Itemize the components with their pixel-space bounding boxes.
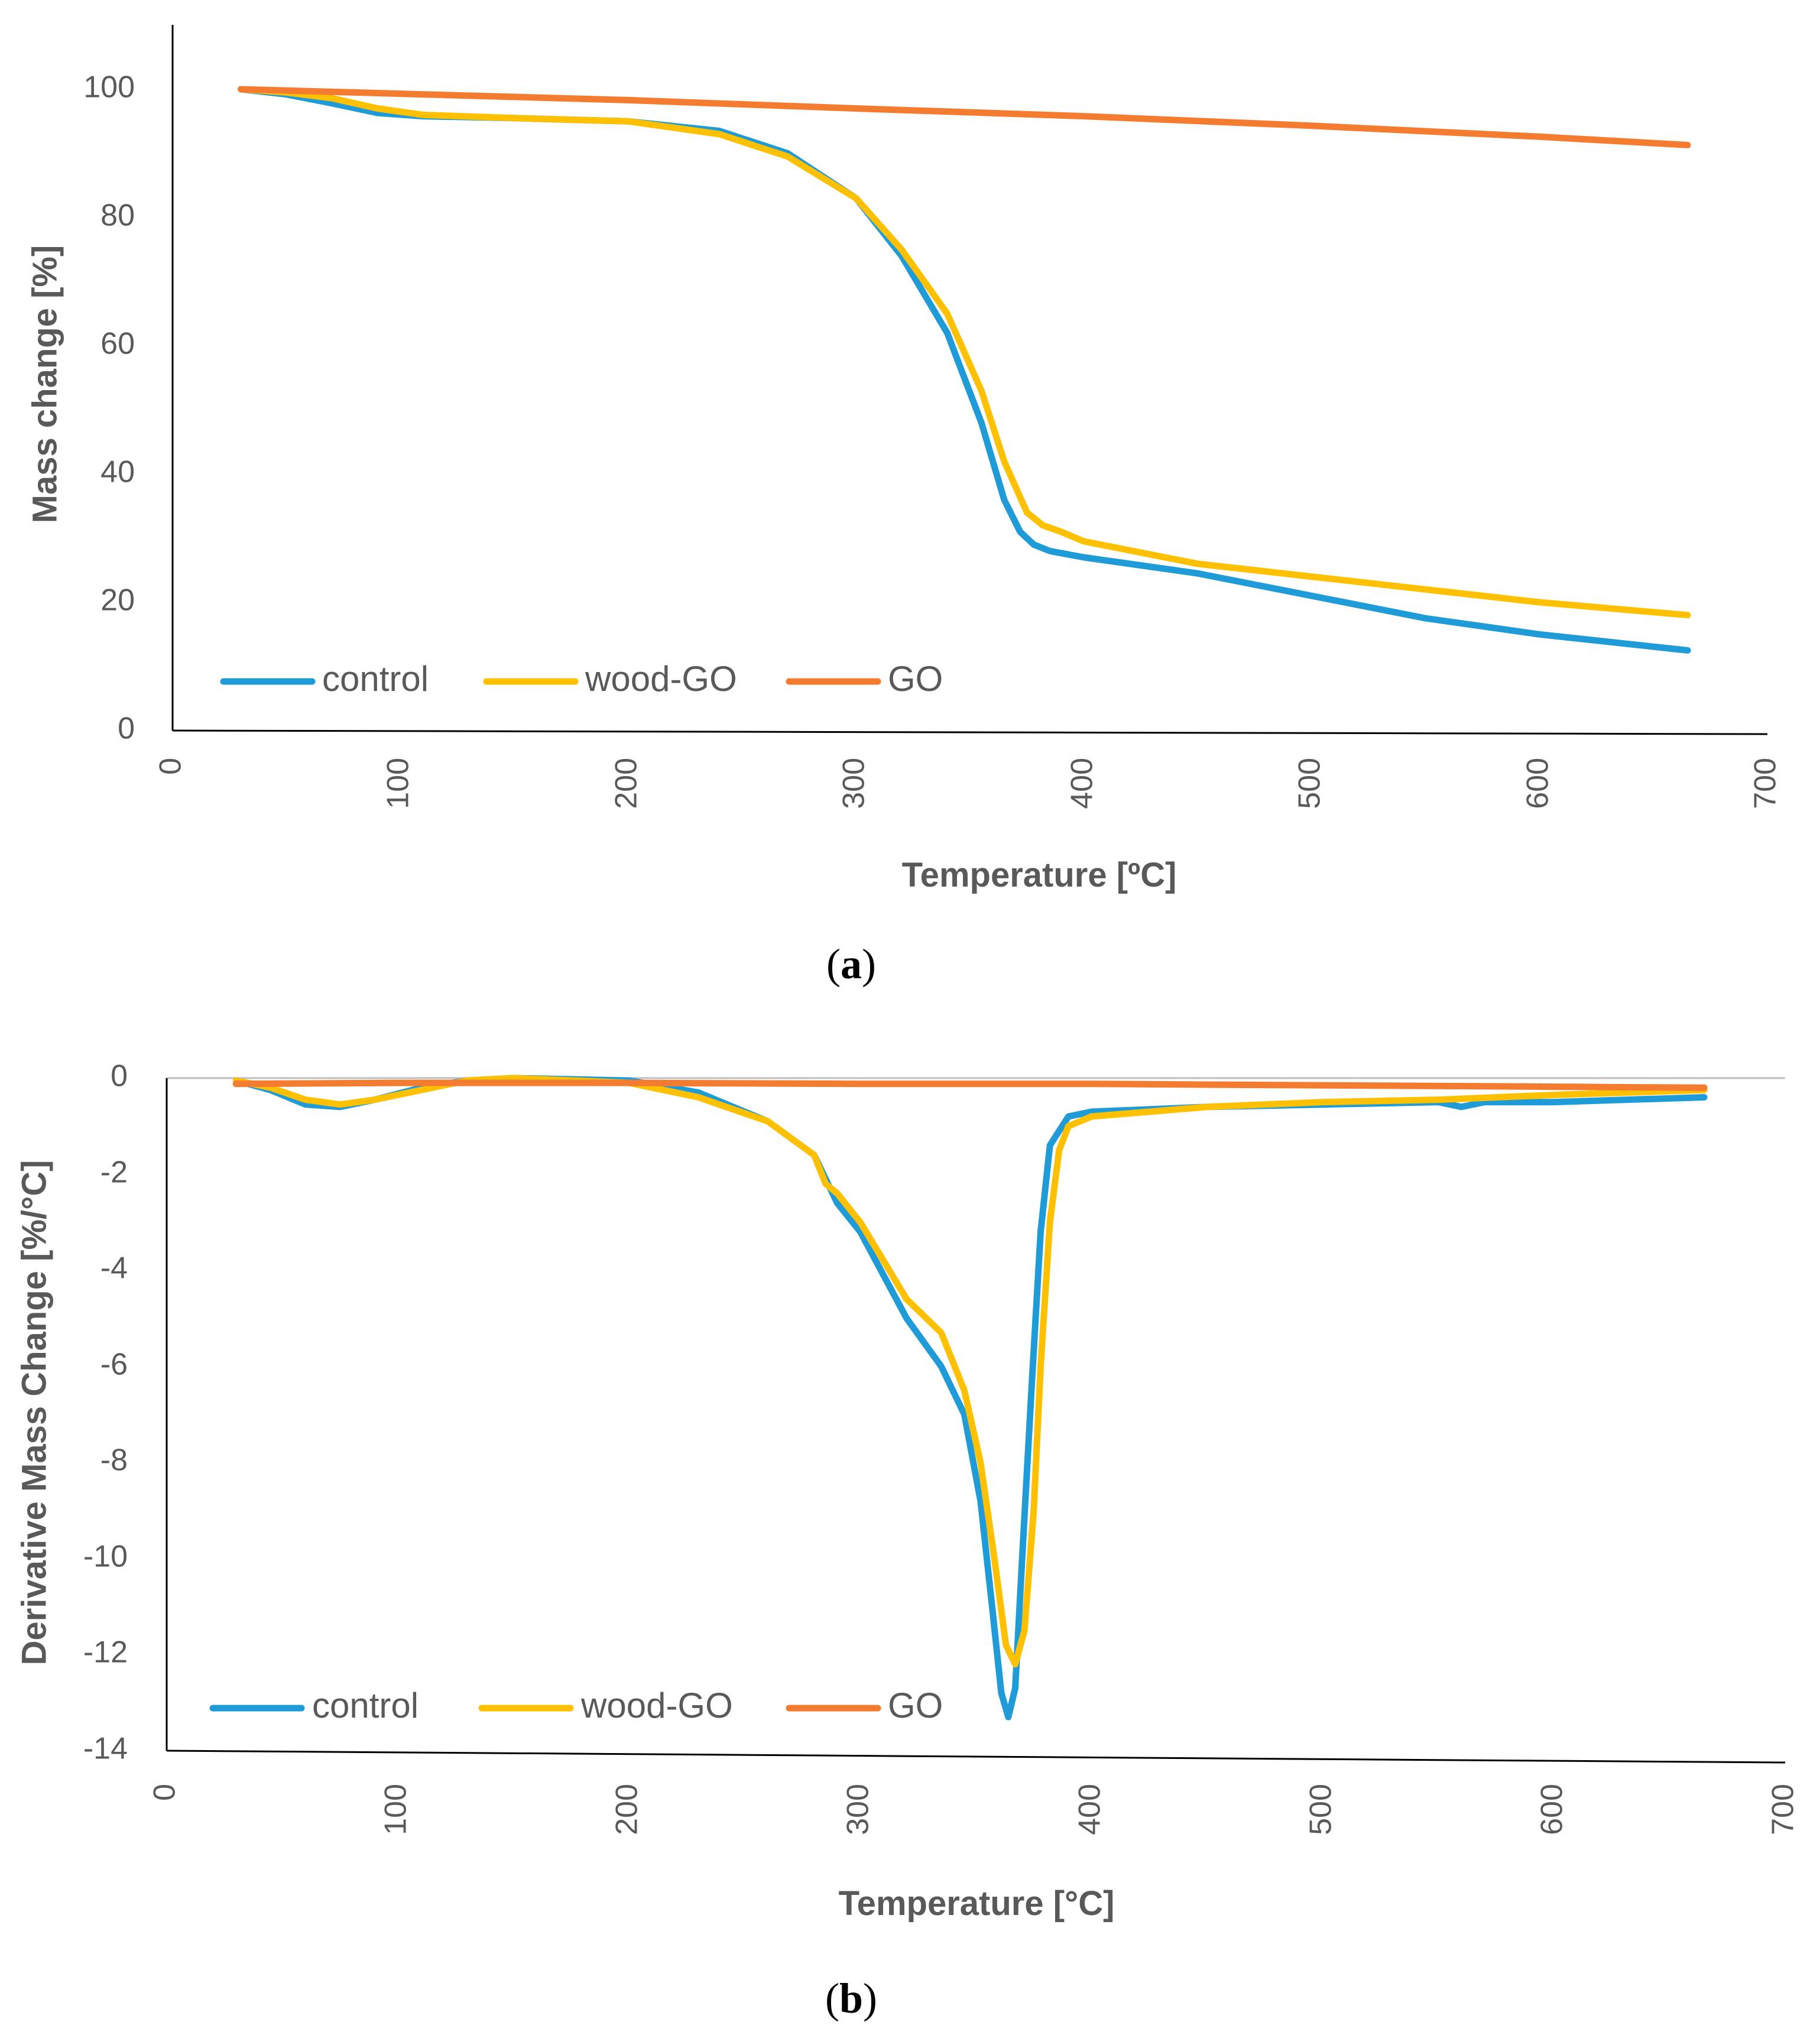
chart-b-x-tick: 300 bbox=[841, 1784, 875, 1835]
chart-b-x-axis-title: Temperature [°C] bbox=[839, 1884, 1115, 1923]
legend-b-control-label: control bbox=[312, 1686, 418, 1725]
chart-a-y-tick: 60 bbox=[100, 327, 135, 361]
chart-b-y-tick: -10 bbox=[83, 1540, 128, 1574]
legend-b-go-label: GO bbox=[888, 1686, 943, 1725]
chart-a-series-wood-go-line bbox=[238, 86, 1691, 619]
chart-a-x-tick: 500 bbox=[1293, 758, 1327, 809]
chart-b-x-tick: 400 bbox=[1073, 1784, 1107, 1835]
chart-a-y-tick: 80 bbox=[100, 199, 135, 233]
chart-b-x-tick: 200 bbox=[610, 1784, 644, 1835]
chart-b-x-tick: 600 bbox=[1535, 1784, 1569, 1835]
chart-b-y-tick: -14 bbox=[83, 1732, 128, 1766]
chart-a-x-tick: 600 bbox=[1521, 758, 1555, 809]
panel-letter-b: b bbox=[839, 1975, 863, 2022]
chart-b-legend: control wood-GO GO bbox=[209, 1686, 943, 1725]
chart-a-x-tick: 200 bbox=[609, 758, 644, 809]
chart-b-x-tick: 100 bbox=[379, 1784, 413, 1835]
chart-a-y-axis-title: Mass change [%] bbox=[25, 245, 64, 524]
chart-b-y-tick-labels: 0 -2 -4 -6 -8 -10 -12 -14 bbox=[83, 1059, 128, 1766]
chart-b-y-tick: -6 bbox=[100, 1348, 128, 1382]
chart-a-y-tick: 40 bbox=[100, 455, 135, 489]
chart-b-x-axis bbox=[166, 1750, 1786, 1764]
chart-b-x-tick-labels: 0 100 200 300 400 500 600 700 bbox=[148, 1784, 1800, 1835]
chart-b-series-go-line bbox=[232, 1079, 1708, 1091]
chart-a-series-go-line bbox=[238, 86, 1691, 148]
chart-b-series-wood-go-line bbox=[232, 1075, 1708, 1668]
legend-a-wood-go-label: wood-GO bbox=[585, 659, 737, 699]
panel-letter-a: a bbox=[841, 940, 862, 988]
chart-a-y-tick: 100 bbox=[83, 70, 135, 105]
chart-b-y-tick: -12 bbox=[83, 1635, 128, 1670]
chart-a-y-tick: 20 bbox=[100, 583, 135, 618]
chart-b-x-tick: 0 bbox=[148, 1784, 182, 1801]
chart-b-series-control-line bbox=[232, 1075, 1708, 1721]
chart-b-y-tick: -4 bbox=[100, 1251, 128, 1286]
chart-b-y-axis-title: Derivative Mass Change [%/°C] bbox=[15, 1160, 53, 1666]
legend-a-control-label: control bbox=[322, 659, 429, 699]
chart-b: 0 -2 -4 -6 -8 -10 -12 -14 0 100 200 300 … bbox=[15, 1059, 1800, 2022]
chart-a-x-tick: 0 bbox=[154, 758, 188, 775]
chart-a: 0 20 40 60 80 100 0 100 200 300 400 500 … bbox=[25, 25, 1783, 988]
chart-a-x-tick-labels: 0 100 200 300 400 500 600 700 bbox=[154, 758, 1783, 809]
chart-a-x-axis-title: Temperature [ºC] bbox=[902, 856, 1177, 894]
panel-label-b: (b) bbox=[825, 1975, 877, 2022]
chart-a-series-group bbox=[238, 86, 1691, 654]
chart-b-y-tick: 0 bbox=[111, 1059, 128, 1093]
chart-a-series-control-line bbox=[238, 86, 1691, 654]
legend-b-wood-go-label: wood-GO bbox=[580, 1686, 733, 1725]
chart-a-x-tick: 300 bbox=[837, 758, 871, 809]
chart-a-legend: control wood-GO GO bbox=[220, 659, 943, 699]
chart-a-y-tick: 0 bbox=[118, 712, 135, 746]
panel-label-a: (a) bbox=[826, 940, 876, 988]
chart-a-x-axis bbox=[172, 729, 1768, 735]
chart-a-x-tick: 400 bbox=[1065, 758, 1099, 809]
chart-b-y-tick: -2 bbox=[100, 1156, 128, 1190]
chart-b-x-tick: 500 bbox=[1304, 1784, 1338, 1835]
chart-a-x-tick: 700 bbox=[1748, 758, 1783, 809]
chart-a-y-tick-labels: 0 20 40 60 80 100 bbox=[83, 70, 135, 746]
chart-b-series-group bbox=[232, 1075, 1708, 1721]
chart-b-y-tick: -8 bbox=[100, 1443, 128, 1478]
legend-a-go-label: GO bbox=[888, 659, 943, 699]
chart-b-x-tick: 700 bbox=[1766, 1784, 1800, 1835]
chart-a-x-tick: 100 bbox=[381, 758, 416, 809]
